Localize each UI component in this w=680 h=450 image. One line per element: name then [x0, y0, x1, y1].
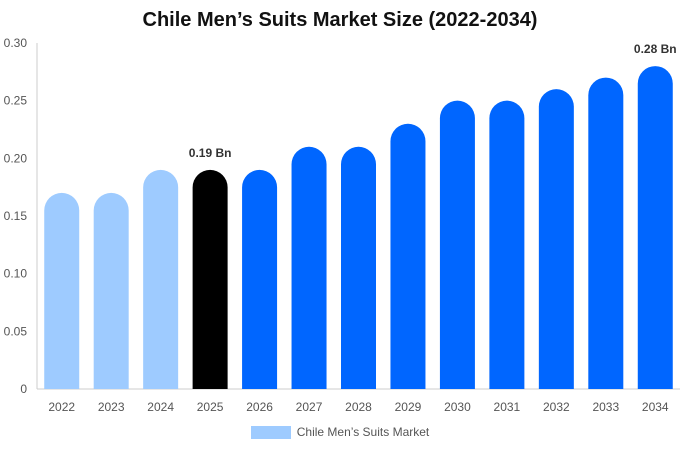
- bar-2025: [192, 169, 228, 389]
- y-tick-label: 0.15: [4, 209, 28, 223]
- bar-2032: [538, 89, 574, 389]
- bar-2024: [143, 169, 179, 389]
- x-tick-label: 2033: [592, 400, 619, 414]
- bar-2026: [242, 169, 278, 389]
- bar-2034: [637, 66, 673, 390]
- bar-2022: [44, 192, 80, 389]
- legend-swatch: [250, 425, 291, 439]
- bar-2029: [390, 123, 426, 389]
- x-tick-label: 2030: [444, 400, 471, 414]
- legend-label: Chile Men’s Suits Market: [296, 425, 430, 439]
- data-label-2025: 0.19 Bn: [189, 146, 232, 160]
- x-tick-label: 2031: [494, 400, 521, 414]
- x-tick-label: 2029: [395, 400, 422, 414]
- bar-2027: [291, 146, 327, 389]
- x-tick-label: 2028: [345, 400, 372, 414]
- bar-2023: [93, 192, 129, 389]
- x-tick-label: 2024: [147, 400, 174, 414]
- x-tick-label: 2032: [543, 400, 570, 414]
- x-tick-label: 2034: [642, 400, 669, 414]
- x-tick-label: 2022: [48, 400, 75, 414]
- bar-2033: [588, 77, 624, 389]
- y-tick-label: 0.10: [4, 267, 28, 281]
- chart-title: Chile Men’s Suits Market Size (2022-2034…: [142, 9, 538, 31]
- chart-legend: Chile Men’s Suits Market: [0, 425, 680, 439]
- data-label-2034: 0.28 Bn: [634, 42, 677, 56]
- bar-2028: [341, 146, 376, 389]
- x-tick-label: 2023: [98, 400, 125, 414]
- y-tick-label: 0.30: [4, 36, 28, 50]
- y-tick-label: 0.25: [4, 94, 28, 108]
- y-tick-label: 0: [20, 382, 27, 396]
- x-tick-label: 2027: [296, 400, 323, 414]
- x-tick-label: 2026: [246, 400, 273, 414]
- y-tick-label: 0.20: [4, 151, 28, 165]
- y-tick-label: 0.05: [4, 324, 28, 338]
- x-tick-label: 2025: [197, 400, 224, 414]
- bar-2031: [489, 100, 525, 389]
- bar-2030: [439, 100, 475, 390]
